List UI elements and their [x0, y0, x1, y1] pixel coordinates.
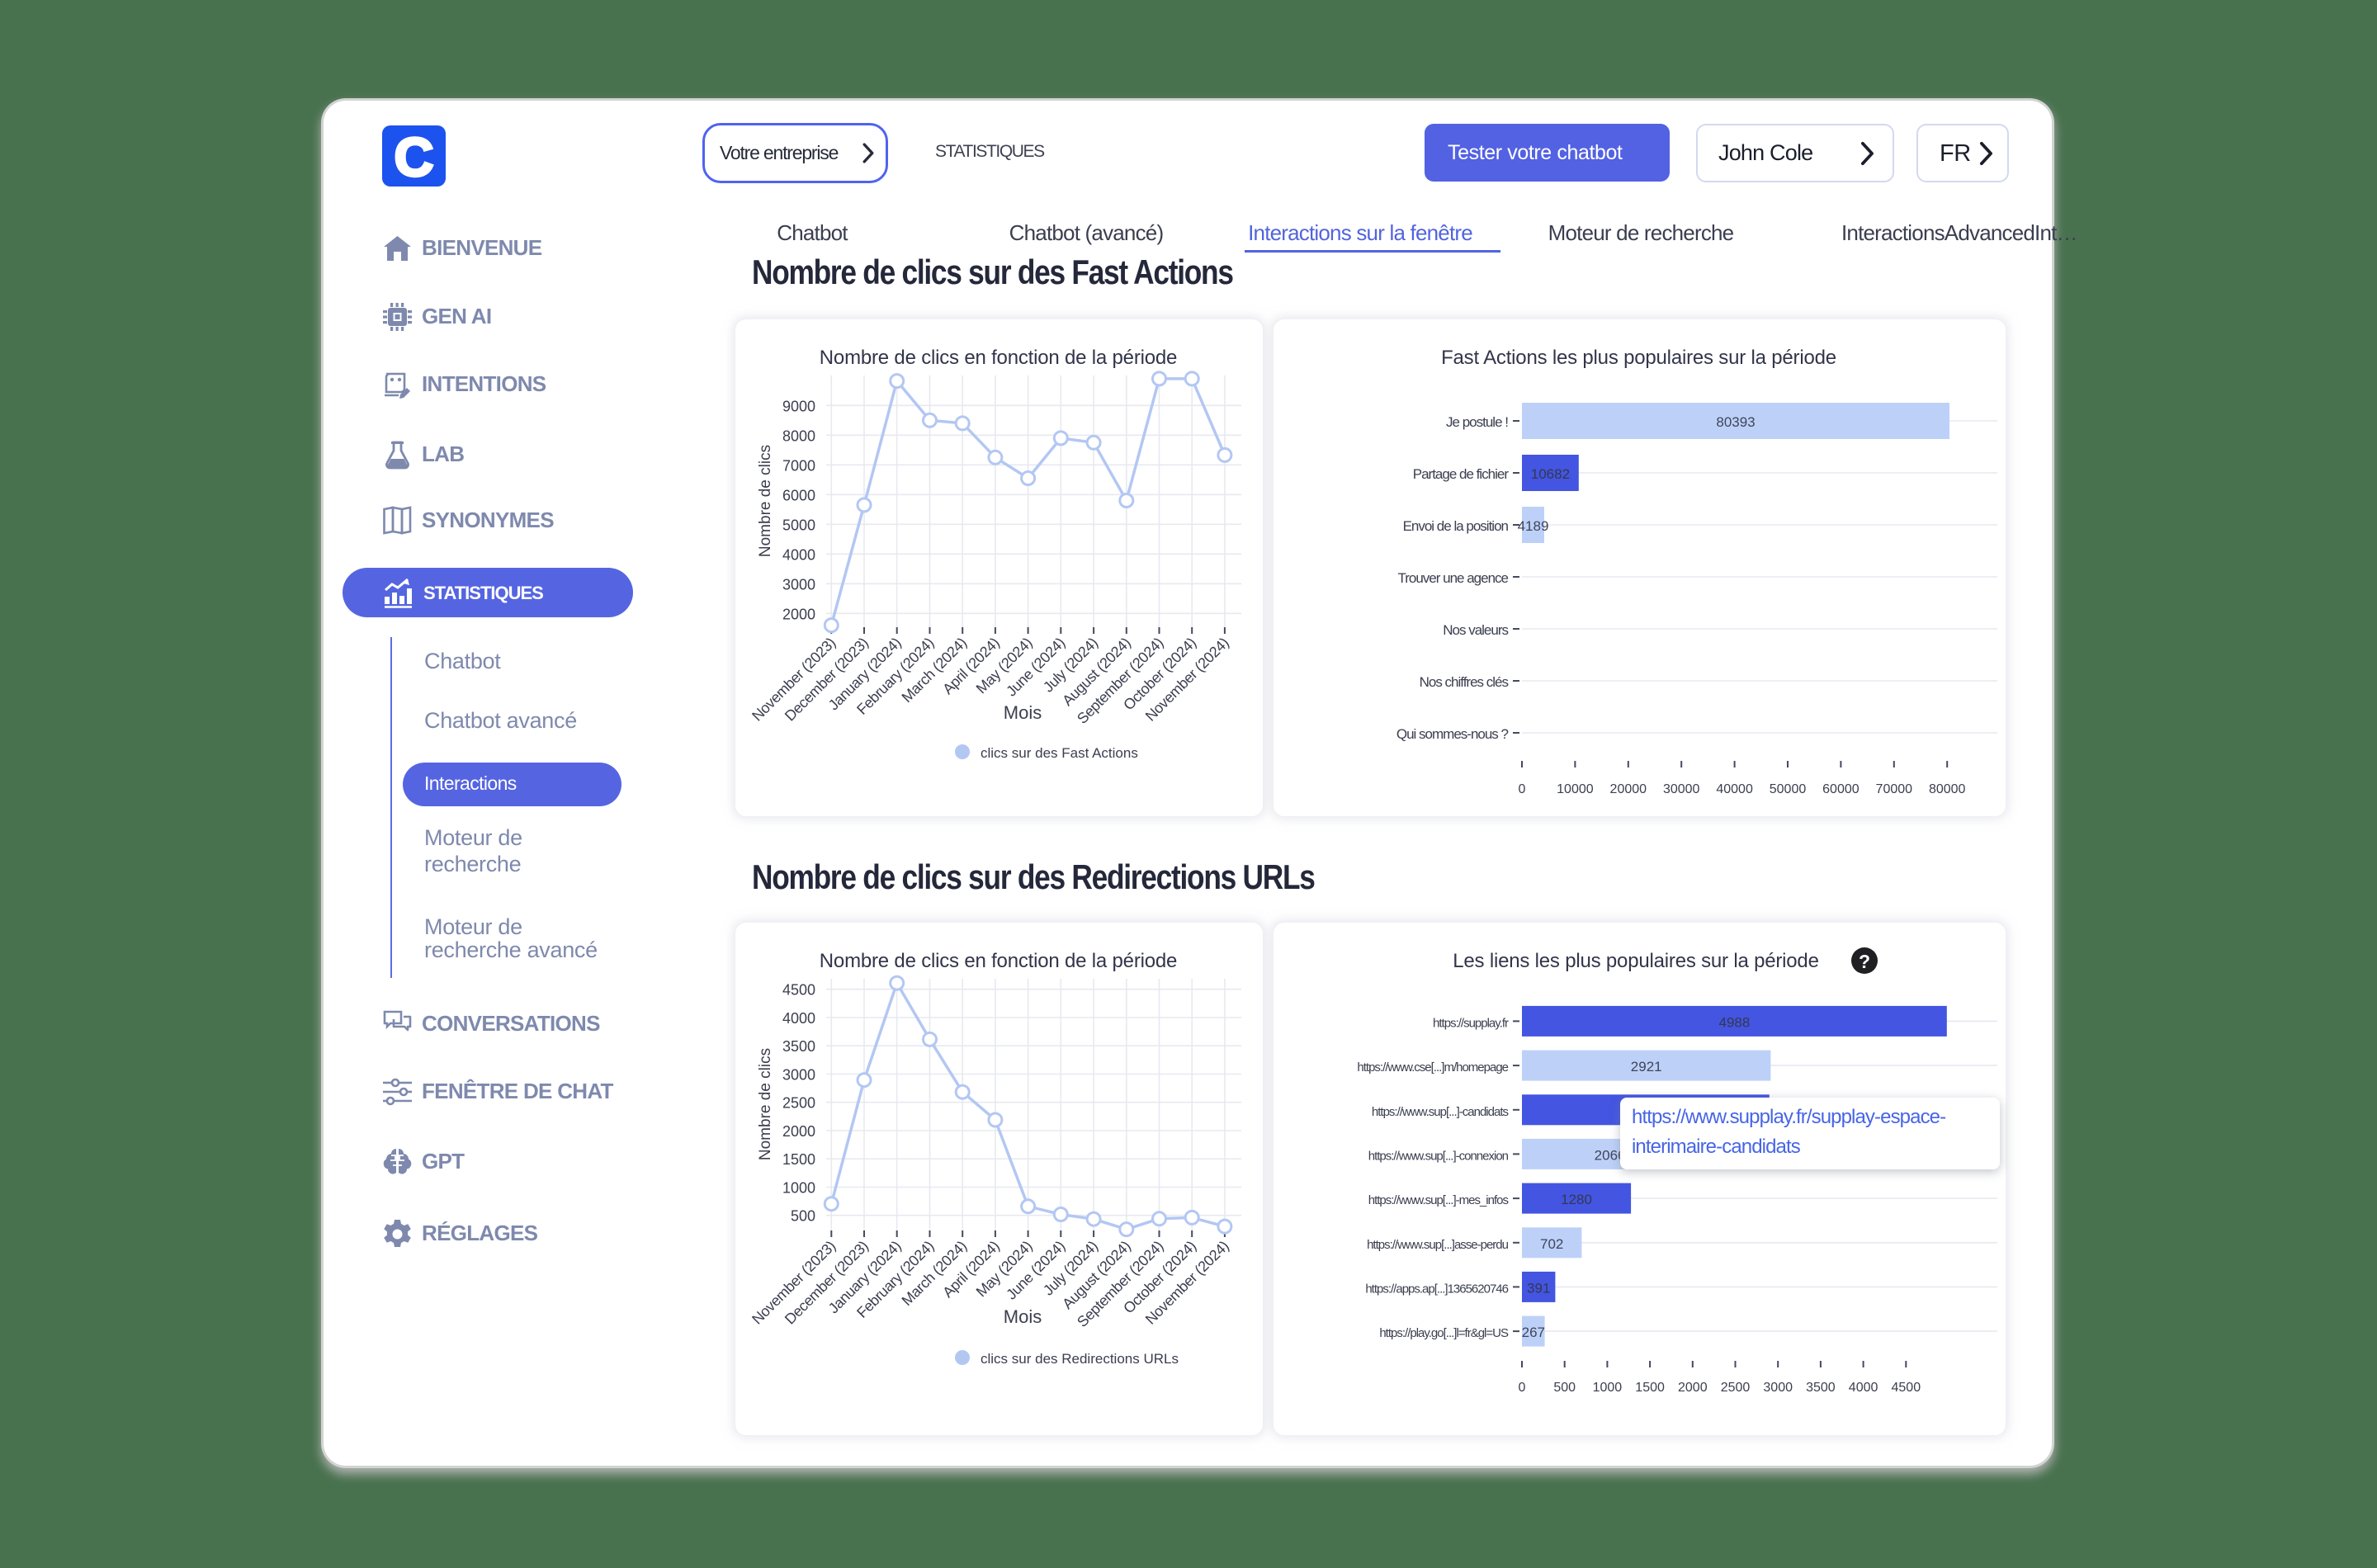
svg-text:3500: 3500	[782, 1038, 815, 1055]
svg-text:10682: 10682	[1531, 466, 1570, 482]
svg-text:2000: 2000	[782, 606, 815, 622]
svg-text:Nos valeurs: Nos valeurs	[1443, 622, 1508, 638]
svg-text:Partage de fichier: Partage de fichier	[1413, 466, 1510, 482]
svg-text:Mois: Mois	[1004, 1306, 1042, 1327]
svg-text:Nombre de clics en fonction de: Nombre de clics en fonction de la périod…	[820, 950, 1177, 972]
svg-text:https://www.sup[...]-connexion: https://www.sup[...]-connexion	[1368, 1149, 1509, 1163]
svg-text:https://www.sup[...]-candidats: https://www.sup[...]-candidats	[1372, 1105, 1509, 1119]
svg-text:Mois: Mois	[1004, 702, 1042, 723]
svg-text:1280: 1280	[1561, 1192, 1592, 1207]
svg-text:Envoi de la position: Envoi de la position	[1403, 518, 1509, 534]
svg-text:6000: 6000	[782, 487, 815, 503]
svg-text:https://play.go[...]l=fr&gl=US: https://play.go[...]l=fr&gl=US	[1379, 1326, 1509, 1340]
svg-text:267: 267	[1522, 1325, 1545, 1340]
svg-text:https://www.sup[...]-mes_infos: https://www.sup[...]-mes_infos	[1368, 1193, 1509, 1207]
svg-text:2921: 2921	[1631, 1059, 1662, 1074]
svg-text:20000: 20000	[1610, 782, 1647, 796]
svg-text:Nombre de clics en fonction de: Nombre de clics en fonction de la périod…	[820, 347, 1177, 369]
svg-text:Je postule !: Je postule !	[1446, 414, 1508, 430]
svg-text:4500: 4500	[782, 982, 815, 999]
svg-text:Nombre de clics: Nombre de clics	[757, 1048, 774, 1160]
svg-text:1500: 1500	[1635, 1381, 1665, 1395]
svg-text:clics sur des Redirections URL: clics sur des Redirections URLs	[981, 1351, 1179, 1367]
svg-text:5000: 5000	[782, 517, 815, 533]
svg-text:3000: 3000	[782, 1067, 815, 1084]
svg-text:4500: 4500	[1892, 1381, 1921, 1395]
svg-text:1000: 1000	[782, 1180, 815, 1197]
svg-text:80393: 80393	[1716, 414, 1755, 430]
svg-text:?: ?	[1859, 951, 1870, 972]
svg-text:9000: 9000	[782, 398, 815, 414]
svg-text:clics sur des Fast Actions: clics sur des Fast Actions	[981, 745, 1138, 761]
svg-text:Les liens les plus populaires: Les liens les plus populaires sur la pér…	[1453, 950, 1818, 972]
svg-text:Nombre de clics: Nombre de clics	[757, 445, 774, 557]
svg-text:391: 391	[1527, 1280, 1550, 1296]
svg-text:3500: 3500	[1806, 1381, 1836, 1395]
svg-text:Qui sommes-nous ?: Qui sommes-nous ?	[1396, 726, 1509, 742]
svg-text:3000: 3000	[782, 576, 815, 593]
svg-text:Trouver une agence: Trouver une agence	[1397, 570, 1508, 586]
svg-text:500: 500	[1553, 1381, 1576, 1395]
svg-text:4000: 4000	[782, 1010, 815, 1027]
svg-text:https://supplay.fr: https://supplay.fr	[1433, 1016, 1509, 1030]
svg-text:4000: 4000	[1849, 1381, 1878, 1395]
svg-text:10000: 10000	[1557, 782, 1594, 796]
svg-text:702: 702	[1540, 1236, 1563, 1252]
svg-text:4189: 4189	[1518, 518, 1549, 534]
svg-text:0: 0	[1519, 1381, 1526, 1395]
svg-text:https://apps.ap[...]1365620746: https://apps.ap[...]1365620746	[1365, 1282, 1508, 1296]
svg-text:https://www.cse[...]m/homepage: https://www.cse[...]m/homepage	[1357, 1060, 1508, 1074]
svg-text:70000: 70000	[1876, 782, 1913, 796]
svg-text:2000: 2000	[1678, 1381, 1708, 1395]
svg-text:4000: 4000	[782, 546, 815, 563]
svg-text:2500: 2500	[782, 1095, 815, 1112]
svg-text:2500: 2500	[1721, 1381, 1751, 1395]
svg-text:0: 0	[1519, 782, 1526, 796]
svg-text:1500: 1500	[782, 1151, 815, 1168]
svg-text:3000: 3000	[1763, 1381, 1793, 1395]
svg-text:1000: 1000	[1593, 1381, 1623, 1395]
svg-text:60000: 60000	[1822, 782, 1860, 796]
svg-text:40000: 40000	[1716, 782, 1753, 796]
svg-text:8000: 8000	[782, 427, 815, 444]
svg-text:2066: 2066	[1595, 1147, 1626, 1163]
svg-text:https://www.sup[...]asse-perdu: https://www.sup[...]asse-perdu	[1367, 1238, 1509, 1252]
svg-text:4988: 4988	[1718, 1014, 1750, 1030]
svg-text:500: 500	[791, 1208, 815, 1225]
svg-text:30000: 30000	[1663, 782, 1700, 796]
svg-text:80000: 80000	[1929, 782, 1966, 796]
svg-text:7000: 7000	[782, 457, 815, 474]
svg-text:50000: 50000	[1770, 782, 1807, 796]
svg-text:Fast Actions les plus populair: Fast Actions les plus populaires sur la …	[1441, 347, 1836, 369]
svg-text:2000: 2000	[782, 1123, 815, 1140]
svg-text:Nos chiffres clés: Nos chiffres clés	[1420, 674, 1509, 690]
